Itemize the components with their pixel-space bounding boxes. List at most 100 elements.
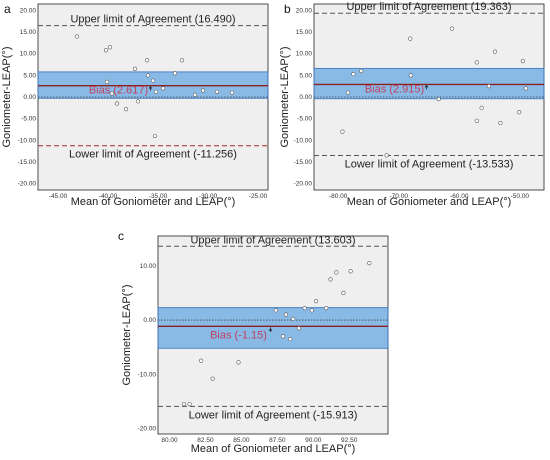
y-tick-label-a-7: -15.00 — [18, 159, 37, 166]
data-point-a-15 — [123, 107, 129, 112]
data-point-b-4 — [474, 60, 479, 65]
y-tick-label-b-1: 15.00 — [296, 29, 313, 36]
data-point-c-18 — [367, 261, 372, 266]
data-point-b-7 — [345, 90, 350, 95]
upper-loa-label-a: Upper limit of Agreement (16.490) — [70, 14, 235, 26]
data-point-c-3 — [210, 376, 215, 381]
data-point-c-6 — [280, 334, 286, 339]
data-point-c-13 — [324, 306, 329, 311]
data-point-c-8 — [288, 336, 293, 342]
y-tick-label-b-8: -20.00 — [294, 181, 313, 188]
x-axis-label-c: Mean of Goniometer and LEAP(°) — [191, 443, 356, 455]
data-point-a-0 — [74, 34, 80, 39]
data-point-c-17 — [348, 269, 353, 274]
x-tick-label-a-3: -30.00 — [199, 193, 218, 200]
x-axis-label-a: Mean of Goniometer and LEAP(°) — [71, 196, 236, 208]
y-tick-label-b-7: -15.00 — [294, 159, 313, 166]
data-point-a-14 — [109, 91, 115, 96]
x-tick-label-a-0: -45.00 — [49, 193, 68, 200]
data-point-c-19 — [291, 316, 296, 322]
data-point-a-1 — [103, 48, 109, 53]
y-tick-label-a-3: 5.00 — [23, 72, 36, 79]
data-point-a-2 — [107, 45, 113, 50]
data-point-a-7 — [153, 89, 159, 94]
data-point-a-20 — [160, 86, 166, 91]
y-tick-label-a-5: -5.00 — [21, 116, 36, 123]
data-point-c-16 — [341, 290, 346, 296]
panel-a: a Goniometer-LEAP(°) Mean of Goniometer … — [1, 2, 269, 208]
data-point-b-17 — [384, 153, 389, 158]
data-point-b-9 — [408, 73, 413, 78]
data-point-a-9 — [179, 58, 185, 63]
data-point-b-3 — [449, 26, 455, 31]
y-axis-label-c: Goniometer-LEAP(°) — [121, 285, 133, 386]
panel-letter-a: a — [4, 2, 11, 16]
x-tick-label-c-5: 92.50 — [341, 437, 358, 444]
panel-letter-c: c — [118, 229, 124, 243]
data-point-a-6 — [150, 78, 156, 83]
data-point-c-11 — [309, 308, 314, 313]
data-point-b-13 — [474, 118, 479, 123]
data-point-c-10 — [302, 306, 307, 311]
bias-arrow-c — [268, 327, 273, 332]
x-tick-label-a-2: -35.00 — [149, 193, 168, 200]
agreement-band-c — [157, 307, 389, 349]
data-point-a-4 — [132, 66, 138, 71]
data-point-a-18 — [214, 89, 220, 94]
data-point-c-7 — [283, 312, 289, 317]
data-point-b-15 — [436, 97, 441, 102]
data-point-a-12 — [114, 101, 120, 106]
data-point-b-14 — [517, 110, 522, 115]
data-point-c-1 — [187, 402, 192, 407]
y-tick-label-a-8: -20.00 — [18, 181, 37, 188]
data-point-b-0 — [351, 71, 356, 77]
lower-loa-label-b: Lower limit of Agreement (-13.533) — [345, 159, 514, 171]
x-tick-label-c-1: 82.50 — [197, 437, 214, 444]
bias-label-a: Bias (2.617) — [89, 85, 148, 97]
y-tick-label-b-3: 5.00 — [299, 72, 312, 79]
upper-loa-label-c: Upper limit of Agreement (13.603) — [190, 234, 355, 246]
y-tick-label-b-6: -10.00 — [294, 137, 313, 144]
y-tick-label-b-0: 20.00 — [296, 7, 313, 14]
data-point-a-5 — [144, 58, 150, 63]
data-point-a-10 — [192, 92, 198, 97]
x-tick-label-b-3: -50.00 — [511, 193, 530, 200]
x-tick-label-b-2: -60.00 — [450, 193, 469, 200]
bias-arrow-b — [424, 84, 429, 90]
data-point-b-1 — [359, 68, 364, 74]
data-point-b-2 — [408, 36, 413, 41]
lower-loa-label-c: Lower limit of Agreement (-15.913) — [189, 409, 358, 421]
x-tick-label-c-2: 85.00 — [233, 437, 250, 444]
data-point-b-6 — [520, 58, 525, 64]
x-tick-label-b-1: -70.00 — [390, 193, 409, 200]
panel-b: b Goniometer-LEAP(°) Mean of Goniometer … — [279, 1, 545, 208]
data-point-c-12 — [314, 298, 319, 304]
data-point-a-16 — [135, 99, 141, 104]
data-point-c-14 — [328, 277, 333, 282]
x-tick-label-a-1: -40.00 — [99, 193, 118, 200]
x-axis-label-b: Mean of Goniometer and LEAP(°) — [347, 196, 512, 208]
y-tick-label-b-2: 10.00 — [296, 51, 313, 58]
lower-loa-label-a: Lower limit of Agreement (-11.256) — [69, 149, 237, 161]
y-tick-label-b-4: 0.00 — [299, 94, 312, 101]
x-tick-label-c-0: 80.00 — [161, 437, 178, 444]
y-tick-label-c-3: -20.00 — [138, 426, 157, 433]
y-tick-label-c-0: 10.00 — [140, 263, 157, 270]
y-axis-label-a: Goniometer-LEAP(°) — [1, 47, 13, 148]
x-tick-label-c-4: 90.00 — [305, 437, 322, 444]
data-point-a-3 — [104, 79, 110, 84]
y-tick-label-a-6: -10.00 — [18, 137, 37, 144]
y-tick-label-a-4: 0.00 — [23, 94, 36, 101]
data-point-b-5 — [492, 49, 498, 54]
x-tick-label-b-0: -80.00 — [329, 193, 348, 200]
bias-arrow-a — [148, 86, 153, 91]
y-tick-label-a-0: 20.00 — [20, 7, 37, 14]
panel-c: c Goniometer-LEAP(°) Mean of Goniometer … — [118, 229, 389, 455]
y-axis-label-b: Goniometer-LEAP(°) — [279, 47, 291, 148]
y-tick-label-a-1: 15.00 — [20, 29, 37, 36]
x-tick-label-c-3: 87.50 — [269, 437, 286, 444]
data-point-b-12 — [523, 86, 528, 91]
data-point-a-19 — [229, 90, 235, 95]
y-tick-label-b-5: -5.00 — [297, 116, 312, 123]
